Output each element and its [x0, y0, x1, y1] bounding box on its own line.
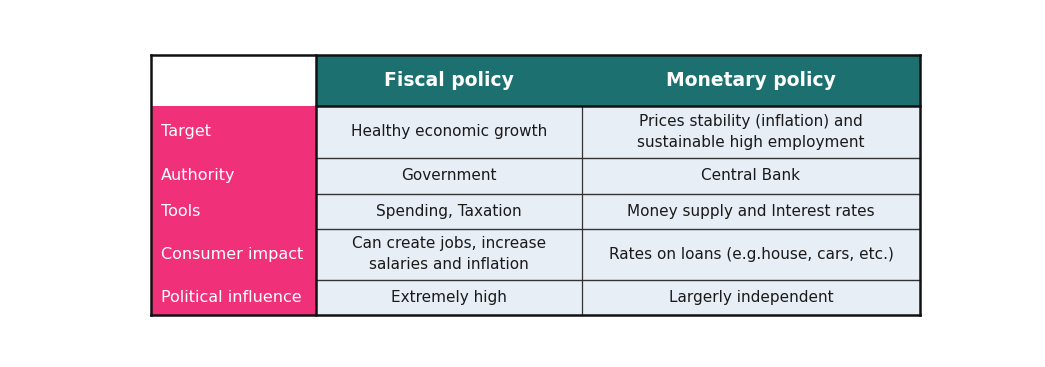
Bar [582, 158, 921, 193]
Text: Target: Target [161, 124, 211, 139]
Text: Prices stability (inflation) and
sustainable high employment: Prices stability (inflation) and sustain… [637, 114, 865, 150]
Bar [582, 106, 921, 158]
Text: Tools: Tools [161, 204, 200, 219]
Bar [150, 229, 317, 280]
Text: Extremely high: Extremely high [391, 290, 507, 305]
Text: Rates on loans (e.g.house, cars, etc.): Rates on loans (e.g.house, cars, etc.) [608, 247, 893, 262]
Bar [317, 193, 582, 229]
Bar [317, 280, 582, 315]
Bar [150, 55, 317, 106]
Text: Healthy economic growth: Healthy economic growth [351, 124, 548, 139]
Bar [150, 106, 317, 158]
Text: Monetary policy: Monetary policy [666, 71, 836, 90]
Bar [582, 280, 921, 315]
Bar [582, 229, 921, 280]
Bar [317, 55, 582, 106]
Bar [317, 106, 582, 158]
Text: Fiscal policy: Fiscal policy [385, 71, 514, 90]
Bar [582, 55, 921, 106]
Text: Largerly independent: Largerly independent [669, 290, 833, 305]
Text: Authority: Authority [161, 168, 235, 183]
Bar [317, 158, 582, 193]
Text: Political influence: Political influence [161, 290, 301, 305]
Text: Can create jobs, increase
salaries and inflation: Can create jobs, increase salaries and i… [352, 236, 547, 272]
Bar [150, 193, 317, 229]
Text: Consumer impact: Consumer impact [161, 247, 303, 262]
Bar [150, 158, 317, 193]
Text: Government: Government [401, 168, 496, 183]
Text: Money supply and Interest rates: Money supply and Interest rates [627, 204, 875, 219]
Bar [317, 229, 582, 280]
Text: Spending, Taxation: Spending, Taxation [376, 204, 521, 219]
Bar [150, 280, 317, 315]
Bar [582, 193, 921, 229]
Text: Central Bank: Central Bank [701, 168, 800, 183]
